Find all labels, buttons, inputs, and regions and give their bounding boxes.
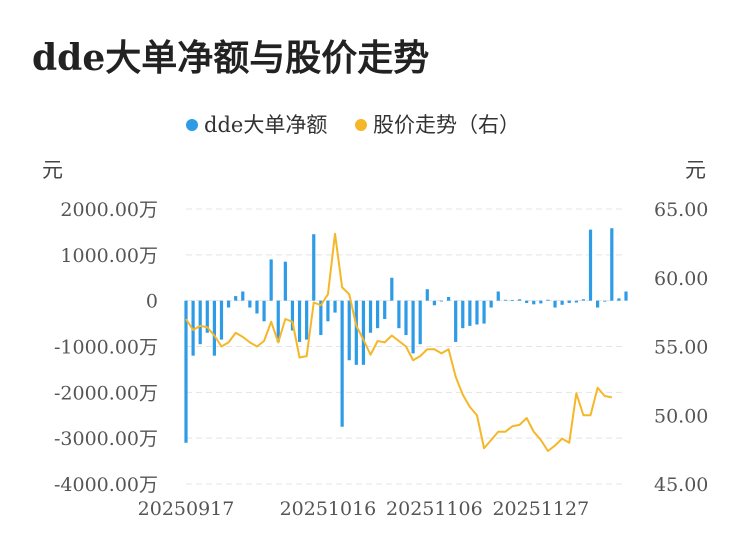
bar	[411, 300, 415, 354]
bar	[290, 300, 295, 331]
bar	[376, 300, 380, 329]
bar	[574, 300, 578, 303]
bar	[361, 300, 366, 365]
bar	[219, 300, 224, 340]
left-tick-label: -1000.00万	[54, 337, 158, 359]
bar	[297, 300, 302, 342]
bar	[503, 299, 507, 301]
bar	[418, 300, 422, 345]
line-series-price	[185, 232, 613, 452]
bar	[383, 300, 387, 319]
bar	[532, 300, 536, 305]
bar	[567, 300, 571, 303]
bar	[560, 300, 564, 305]
bar	[283, 261, 287, 301]
bar	[439, 300, 444, 302]
bar	[588, 229, 593, 301]
bar	[319, 300, 323, 336]
bar	[226, 300, 231, 308]
right-axis-unit: 元	[685, 158, 706, 182]
bar	[475, 300, 479, 325]
left-tick-label: -4000.00万	[54, 474, 158, 496]
bar	[390, 277, 394, 301]
bar	[184, 300, 188, 443]
x-axis-ticks: 20250917 20251016 20251106 20251127	[138, 498, 590, 520]
bar-series-dde	[184, 228, 628, 443]
left-tick-label: -3000.00万	[54, 428, 158, 450]
bar	[610, 228, 614, 301]
bar	[276, 300, 280, 342]
bar	[404, 300, 408, 336]
bar	[539, 300, 543, 304]
bar	[333, 300, 337, 313]
left-tick-label: 2000.00万	[60, 199, 158, 221]
price-line	[185, 232, 613, 452]
right-tick-label: 55.00	[654, 337, 708, 359]
bar	[461, 300, 465, 329]
bar	[581, 299, 586, 301]
left-tick-label: 1000.00万	[60, 245, 158, 267]
right-tick-label: 45.00	[654, 474, 708, 496]
right-tick-label: 50.00	[654, 405, 708, 427]
x-tick-label: 20250917	[138, 498, 235, 520]
bar	[603, 300, 607, 302]
legend-marker-price	[355, 119, 367, 131]
bar	[425, 289, 429, 301]
left-axis-ticks: 2000.00万 1000.00万 0 -1000.00万 -2000.00万 -3000…	[54, 199, 158, 496]
bar	[482, 300, 486, 324]
bar	[546, 299, 550, 301]
legend: dde大单净额 股价走势（右）	[186, 113, 520, 137]
bar	[212, 300, 216, 356]
bar	[312, 234, 316, 301]
legend-label-price: 股价走势（右）	[373, 113, 520, 137]
bar	[517, 299, 522, 301]
bar	[347, 300, 351, 361]
bar	[198, 300, 202, 345]
bar	[454, 300, 458, 342]
bar	[468, 300, 472, 326]
bar	[354, 300, 358, 365]
bar	[255, 300, 259, 314]
bar	[241, 291, 245, 301]
bar	[248, 300, 252, 308]
bar	[368, 300, 373, 333]
left-axis-unit: 元	[42, 158, 63, 182]
x-tick-label: 20251106	[386, 498, 483, 520]
bar	[596, 300, 600, 308]
bar	[432, 300, 436, 306]
legend-label-dde: dde大单净额	[204, 113, 327, 137]
bar	[269, 259, 273, 301]
bar	[489, 300, 493, 308]
bar	[553, 300, 557, 308]
bar	[397, 300, 401, 329]
legend-marker-dde	[186, 119, 198, 131]
right-tick-label: 60.00	[654, 268, 708, 290]
left-tick-label: -2000.00万	[54, 382, 158, 404]
chart-title: dde大单净额与股价走势	[32, 37, 429, 79]
bar	[624, 291, 628, 301]
right-tick-label: 65.00	[654, 199, 708, 221]
bar	[262, 300, 266, 322]
bar	[496, 291, 500, 301]
bar	[446, 297, 451, 301]
bar	[525, 300, 529, 303]
bar	[205, 300, 209, 333]
bar	[326, 300, 330, 322]
x-tick-label: 20251016	[280, 498, 377, 520]
right-axis-ticks: 65.00 60.00 55.00 50.00 45.00	[654, 199, 708, 496]
bar	[234, 296, 238, 301]
bar	[305, 300, 309, 340]
x-tick-label: 20251127	[492, 498, 589, 520]
bar	[340, 300, 344, 427]
bar	[617, 298, 621, 301]
bar	[510, 300, 515, 302]
left-tick-label: 0	[146, 291, 158, 313]
